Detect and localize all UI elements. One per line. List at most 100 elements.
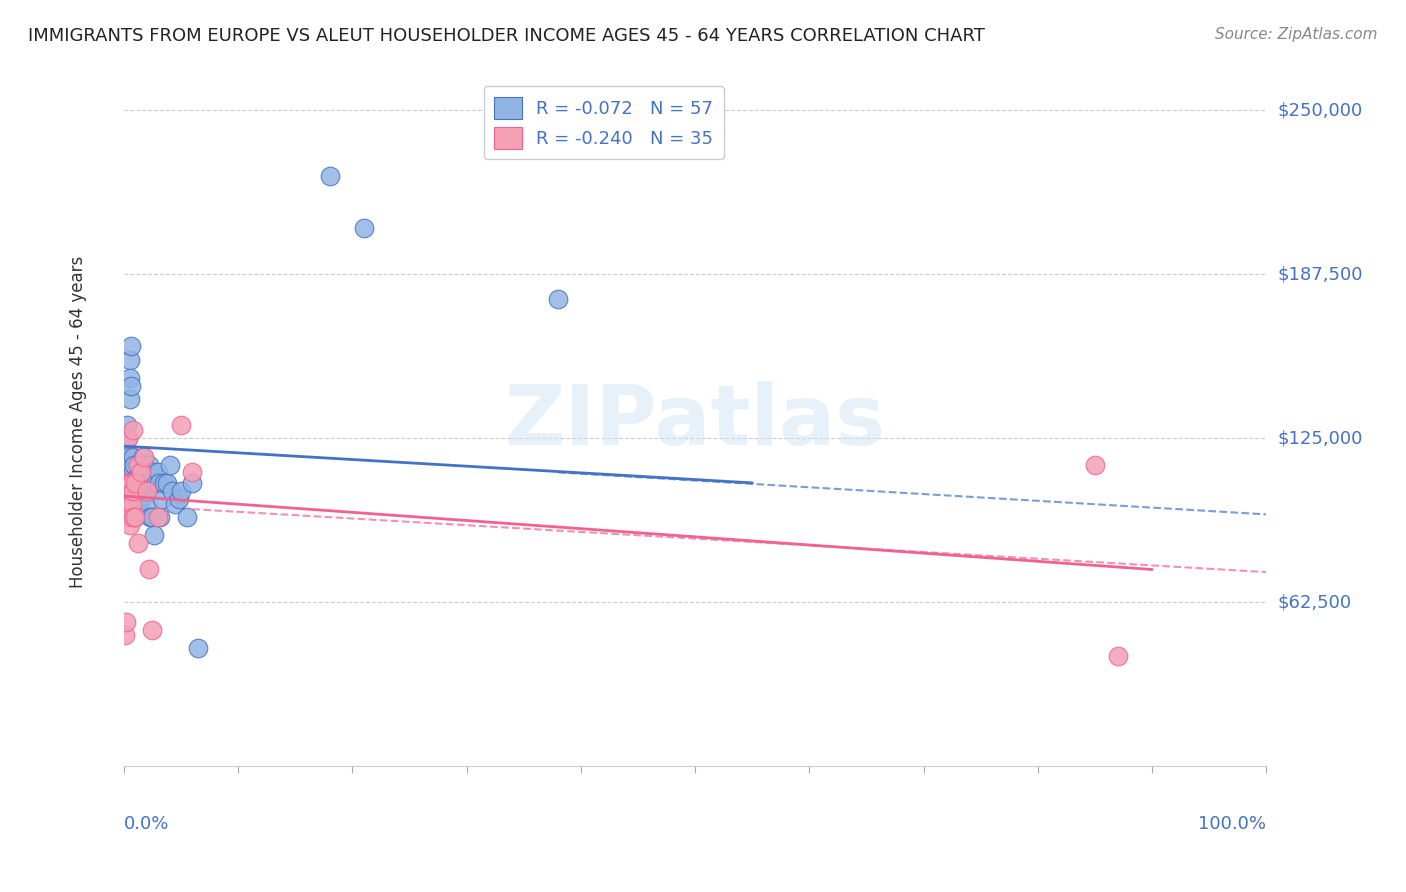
Point [132, 450, 155, 464]
Point [134, 450, 156, 464]
Point [150, 491, 173, 506]
Point [125, 470, 148, 484]
Point [117, 475, 139, 490]
Point [120, 502, 142, 516]
Point [118, 392, 141, 406]
Point [128, 475, 150, 490]
Point [135, 475, 157, 490]
Text: 0.0%: 0.0% [124, 814, 169, 832]
Text: $125,000: $125,000 [1278, 429, 1364, 447]
Point [125, 483, 148, 498]
Point [146, 510, 169, 524]
Point [121, 497, 143, 511]
Point [122, 466, 145, 480]
Point [138, 475, 160, 490]
Legend: R = -0.072   N = 57, R = -0.240   N = 35: R = -0.072 N = 57, R = -0.240 N = 35 [484, 87, 724, 160]
Point [129, 466, 152, 480]
Text: Source: ZipAtlas.com: Source: ZipAtlas.com [1215, 27, 1378, 42]
Point [128, 458, 150, 472]
Point [181, 475, 204, 490]
Point [135, 483, 157, 498]
Point [129, 491, 152, 506]
Point [127, 475, 149, 490]
Point [139, 510, 162, 524]
Point [124, 510, 146, 524]
Point [146, 466, 169, 480]
Point [134, 483, 156, 498]
Point [1084, 458, 1107, 472]
Point [187, 641, 209, 656]
Point [176, 510, 198, 524]
Point [318, 169, 340, 183]
Point [129, 475, 152, 490]
Point [149, 510, 172, 524]
Text: Householder Income Ages 45 - 64 years: Householder Income Ages 45 - 64 years [69, 256, 87, 588]
Point [138, 562, 160, 576]
Point [138, 458, 160, 472]
Point [117, 431, 139, 445]
Point [159, 458, 181, 472]
Point [153, 475, 176, 490]
Text: $250,000: $250,000 [1278, 102, 1364, 120]
Point [121, 475, 143, 490]
Point [160, 483, 183, 498]
Point [145, 475, 167, 490]
Point [117, 418, 139, 433]
Point [142, 528, 165, 542]
Point [124, 510, 146, 524]
Point [122, 458, 145, 472]
Point [167, 491, 190, 506]
Point [128, 466, 150, 480]
Point [118, 371, 141, 385]
Point [122, 424, 145, 438]
Point [120, 379, 142, 393]
Point [117, 431, 139, 445]
Point [115, 615, 138, 629]
Point [128, 483, 150, 498]
Point [170, 418, 193, 433]
Text: $62,500: $62,500 [1278, 593, 1353, 611]
Point [121, 483, 143, 498]
Point [115, 475, 138, 490]
Point [353, 221, 375, 235]
Point [141, 510, 163, 524]
Point [117, 444, 139, 458]
Point [117, 510, 139, 524]
Point [122, 483, 145, 498]
Point [118, 475, 141, 490]
Text: ZIPatlas: ZIPatlas [505, 382, 886, 462]
Point [114, 475, 136, 490]
Point [114, 628, 136, 642]
Point [170, 483, 193, 498]
Point [117, 510, 139, 524]
Point [118, 517, 141, 532]
Point [127, 536, 149, 550]
Point [547, 292, 569, 306]
Point [135, 497, 157, 511]
Point [117, 475, 139, 490]
Text: IMMIGRANTS FROM EUROPE VS ALEUT HOUSEHOLDER INCOME AGES 45 - 64 YEARS CORRELATIO: IMMIGRANTS FROM EUROPE VS ALEUT HOUSEHOL… [28, 27, 986, 45]
Point [181, 466, 204, 480]
Point [122, 510, 145, 524]
Point [141, 623, 163, 637]
Point [114, 483, 136, 498]
Point [124, 475, 146, 490]
Point [148, 475, 170, 490]
Text: 100.0%: 100.0% [1198, 814, 1267, 832]
Point [127, 497, 149, 511]
Text: $187,500: $187,500 [1278, 265, 1364, 284]
Point [120, 483, 142, 498]
Point [124, 475, 146, 490]
Point [122, 450, 145, 464]
Point [121, 470, 143, 484]
Point [117, 450, 139, 464]
Point [118, 352, 141, 367]
Point [141, 466, 163, 480]
Point [115, 497, 138, 511]
Point [165, 497, 187, 511]
Point [120, 339, 142, 353]
Point [118, 497, 141, 511]
Point [156, 475, 179, 490]
Point [115, 458, 138, 472]
Point [127, 458, 149, 472]
